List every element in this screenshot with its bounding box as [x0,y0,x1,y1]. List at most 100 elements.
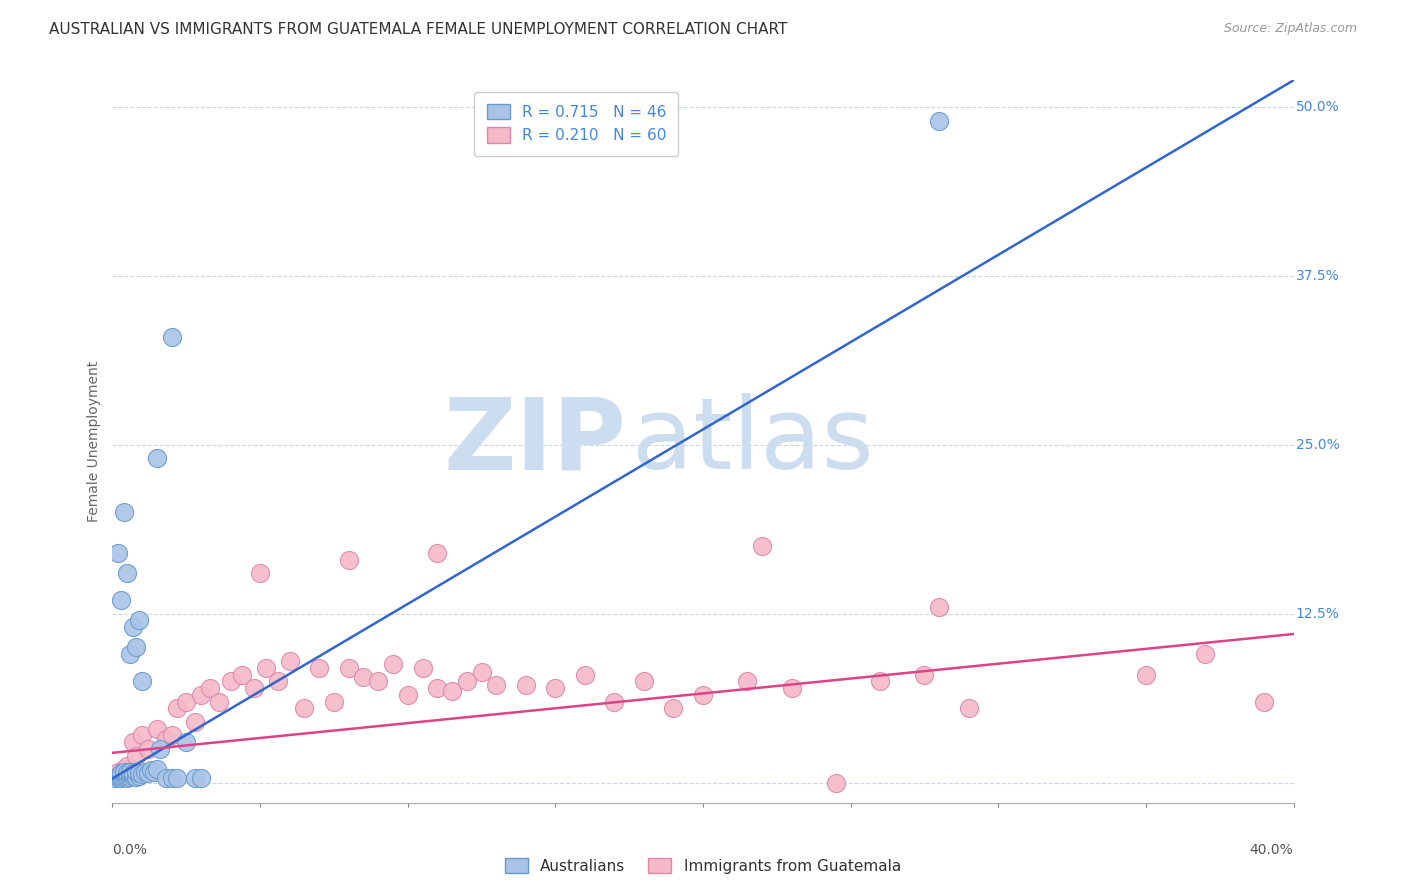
Text: 37.5%: 37.5% [1296,269,1340,283]
Point [110,766,132,780]
Point [139,764,162,778]
Point [574,667,596,681]
Point [382,657,405,671]
Point [131,767,153,781]
Point [146,722,169,736]
Point [146,451,169,466]
Point [456,674,478,689]
Point [155,732,177,747]
Point [1194,647,1216,661]
Point [470,665,494,679]
Legend: R = 0.715   N = 46, R = 0.210   N = 60: R = 0.715 N = 46, R = 0.210 N = 60 [474,92,678,155]
Point [308,661,330,675]
Point [928,113,950,128]
Point [125,764,148,779]
Point [603,694,626,708]
Point [131,728,153,742]
Point [254,661,277,675]
Point [122,620,145,634]
Point [125,748,148,763]
Point [117,769,138,783]
Point [737,674,759,689]
Point [174,694,197,708]
Point [751,539,773,553]
Text: 12.5%: 12.5% [1296,607,1340,621]
Point [928,599,950,614]
Y-axis label: Female Unemployment: Female Unemployment [87,361,101,522]
Point [352,670,374,684]
Point [107,769,129,783]
Point [824,775,846,789]
Point [190,688,212,702]
Point [292,701,315,715]
Point [112,505,135,519]
Point [112,764,135,779]
Point [104,772,127,786]
Point [110,593,132,607]
Point [142,764,165,779]
Point [662,701,685,715]
Point [231,667,253,681]
Point [249,566,271,581]
Point [110,767,132,781]
Point [146,762,169,776]
Text: atlas: atlas [633,393,873,490]
Point [337,552,360,566]
Point [174,735,197,749]
Point [426,546,449,560]
Point [117,759,138,773]
Point [396,688,419,702]
Point [780,681,803,695]
Point [160,728,183,742]
Point [198,681,221,695]
Point [149,741,172,756]
Point [367,674,389,689]
Point [117,772,138,786]
Point [136,766,159,780]
Point [184,772,207,786]
Point [122,735,145,749]
Point [120,647,142,661]
Point [125,640,148,655]
Text: AUSTRALIAN VS IMMIGRANTS FROM GUATEMALA FEMALE UNEMPLOYMENT CORRELATION CHART: AUSTRALIAN VS IMMIGRANTS FROM GUATEMALA … [49,22,787,37]
Point [323,694,346,708]
Point [914,667,936,681]
Point [120,764,142,779]
Point [160,772,183,786]
Point [104,769,127,783]
Point [160,330,183,344]
Point [426,681,449,695]
Point [120,770,142,784]
Point [544,681,567,695]
Point [117,566,138,581]
Point [125,770,148,784]
Point [112,762,135,776]
Point [219,674,242,689]
Point [128,769,150,783]
Point [120,767,142,781]
Point [957,701,980,715]
Point [112,770,135,784]
Legend: Australians, Immigrants from Guatemala: Australians, Immigrants from Guatemala [499,852,907,880]
Point [128,766,150,780]
Text: 50.0%: 50.0% [1296,100,1340,114]
Point [112,767,135,781]
Point [110,769,132,783]
Point [122,769,145,783]
Point [134,764,156,779]
Point [869,674,891,689]
Point [515,678,537,692]
Point [131,674,153,689]
Point [107,770,129,784]
Point [278,654,301,668]
Point [117,766,138,780]
Point [485,678,508,692]
Point [120,764,142,779]
Point [107,546,129,560]
Point [1253,694,1275,708]
Point [633,674,655,689]
Point [190,772,212,786]
Point [155,772,177,786]
Point [166,701,188,715]
Text: 25.0%: 25.0% [1296,438,1340,452]
